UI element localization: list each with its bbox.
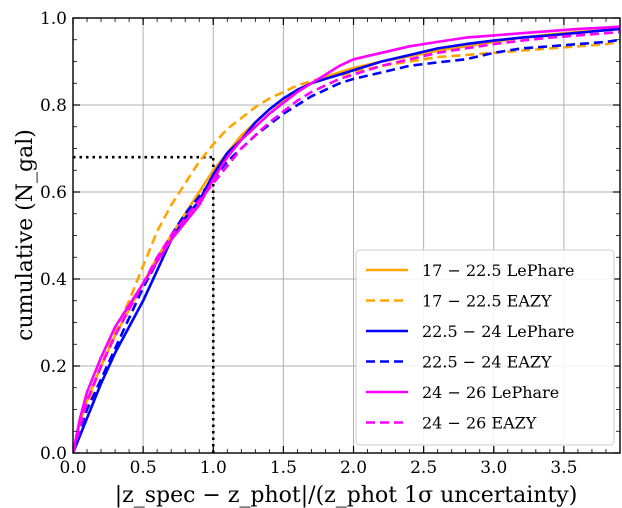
x-tick-label: 1.5	[270, 458, 297, 478]
legend-label-0: 17 − 22.5 LePhare	[422, 261, 574, 280]
x-axis-label: |z_spec − z_phot|/(z_phot 1σ uncertainty…	[115, 483, 578, 508]
y-tick-label: 0.8	[40, 96, 67, 116]
series-line-3	[73, 38, 620, 453]
y-tick-label: 0.2	[40, 357, 67, 377]
series-group	[73, 25, 620, 453]
y-axis-label: cumulative (N_gal)	[13, 129, 38, 341]
series-line-2	[73, 27, 620, 453]
series-line-5	[73, 30, 620, 453]
x-tick-label: 0.0	[59, 458, 86, 478]
series-line-1	[73, 40, 620, 453]
legend-label-1: 17 − 22.5 EAZY	[422, 292, 552, 311]
legend-label-3: 22.5 − 24 EAZY	[422, 353, 552, 372]
legend: 17 − 22.5 LePhare 17 − 22.5 EAZY 22.5 − 24…	[355, 249, 615, 446]
legend-label-4: 24 − 26 LePhare	[422, 383, 559, 402]
y-tick-label: 0.4	[40, 270, 67, 290]
ticks: 0.0 0.5 1.0 1.5 2.0 2.5 3.0 3.5 0.0 0.2 0.4 0.6 0.8 1…	[40, 9, 621, 478]
legend-label-5: 24 − 26 EAZY	[422, 414, 537, 433]
legend-label-2: 22.5 − 24 LePhare	[422, 322, 574, 341]
x-tick-label: 2.5	[410, 458, 437, 478]
x-tick-label: 3.0	[480, 458, 507, 478]
x-tick-label: 3.5	[550, 458, 577, 478]
y-tick-label: 0.0	[40, 444, 67, 464]
series-line-4	[73, 25, 620, 453]
legend-box	[355, 249, 615, 446]
y-tick-label: 0.6	[40, 183, 67, 203]
x-tick-label: 0.5	[130, 458, 157, 478]
x-tick-label: 2.0	[340, 458, 367, 478]
y-tick-label: 1.0	[40, 9, 67, 29]
x-tick-label: 1.0	[200, 458, 227, 478]
